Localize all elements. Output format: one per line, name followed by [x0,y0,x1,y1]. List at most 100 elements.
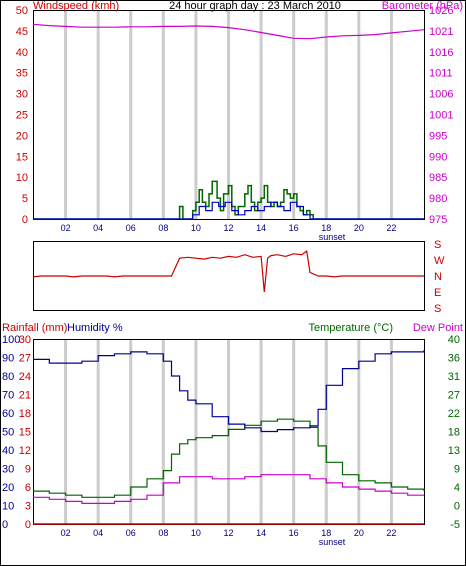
windspeed-tick: 5 [22,193,28,205]
humidity-tick: 70 [2,390,14,402]
top-x-tick: 20 [354,223,364,233]
top-x-tick: 02 [61,223,71,233]
bottom-x-tick: 22 [386,528,396,538]
temperature-tick-labels: -5 0 4 9 13 18 22 27 31 36 40 [448,334,460,531]
top-x-tick: 14 [256,223,266,233]
compass-tick: S [434,239,441,251]
bottom-x-tick: 18 [321,528,331,538]
barometer-tick: 1001 [429,110,453,122]
humidity-tick: 90 [2,353,14,365]
bottom-x-tick: 12 [223,528,233,538]
wind-direction-line [32,250,424,293]
chart-title: 24 hour graph day : 23 March 2010 [169,0,341,12]
windspeed-tick: 15 [16,151,28,163]
compass-tick: S [434,303,441,315]
bottom-x-tick: 14 [256,528,266,538]
top-panel-frame [33,10,425,220]
bottom-x-tick: 06 [126,528,136,538]
temperature-line [33,418,425,498]
top-x-tick: 08 [158,223,168,233]
humidity-tick: 40 [2,445,14,457]
windspeed-tick: 20 [16,130,28,142]
avg-wind-line [33,201,424,220]
humidity-tick: 10 [2,501,14,513]
barometer-axis-label: Barometer (hPa) [382,0,463,12]
humidity-tick: 0 [2,519,8,531]
windspeed-tick: 0 [22,214,28,226]
humidity-tick: 20 [2,482,14,494]
rainfall-tick: 15 [19,427,31,439]
bottom-x-tick: 04 [93,528,103,538]
temperature-tick: 0 [454,501,460,513]
barometer-tick: 1021 [429,26,453,38]
windspeed-tick: 30 [16,89,28,101]
barometer-tick: 990 [429,151,447,163]
humidity-tick: 60 [2,408,14,420]
rainfall-tick: 24 [19,371,31,383]
barometer-tick: 1011 [429,68,453,80]
humidity-axis-label: Humidity % [67,322,123,334]
rainfall-tick-labels: 0 3 6 9 12 15 18 21 24 27 30 [19,334,31,531]
barometer-tick: 1006 [429,89,453,101]
top-x-tick: 06 [126,223,136,233]
bottom-x-tick: 08 [158,528,168,538]
rainfall-axis-label: Rainfall (mm) [2,322,67,334]
top-x-tick: 04 [93,223,103,233]
rainfall-tick: 0 [25,519,31,531]
temperature-tick: 22 [448,408,460,420]
bottom-x-tick: 02 [61,528,71,538]
windspeed-tick: 40 [16,47,28,59]
top-x-tick: 10 [191,223,201,233]
compass-tick: E [434,287,441,299]
humidity-line [33,350,425,433]
rainfall-tick: 12 [19,445,31,457]
humidity-tick: 30 [2,464,14,476]
top-series-group [32,23,425,220]
gust-line [33,180,424,220]
temperature-tick: 13 [448,445,460,457]
barometer-tick: 995 [429,130,447,142]
temperature-axis-label: Temperature (°C) [309,322,393,334]
barometer-tick: 980 [429,193,447,205]
sunset-label-bottom: sunset [319,537,346,547]
top-x-tick: 16 [289,223,299,233]
bottom-x-tick-labels: 02 04 06 08 10 12 14 16 18 20 22 [61,528,397,538]
compass-tick: N [434,271,442,283]
humidity-tick: 50 [2,427,14,439]
direction-panel-frame [33,241,425,311]
temperature-tick: 31 [448,371,460,383]
direction-series-group [32,250,424,293]
temperature-tick: 18 [448,427,460,439]
temperature-tick: 36 [448,353,460,365]
top-x-tick: 18 [321,223,331,233]
humidity-tick: 80 [2,371,14,383]
windspeed-tick: 45 [16,26,28,38]
rainfall-tick: 3 [25,501,31,513]
top-x-tick: 22 [386,223,396,233]
temperature-tick: 27 [448,390,460,402]
temperature-tick: 4 [454,482,460,494]
bottom-series-group [33,350,425,525]
barometer-tick-labels: 975 980 985 990 995 1001 1006 1011 1016 1021 1026 [429,5,453,226]
temperature-tick: 40 [448,334,460,346]
windspeed-tick: 35 [16,68,28,80]
rainfall-tick: 9 [25,464,31,476]
barometer-tick: 1026 [429,5,453,17]
dewpoint-line [33,474,424,504]
top-x-tick: 12 [223,223,233,233]
barometer-tick: 985 [429,172,447,184]
rainfall-tick: 6 [25,482,31,494]
top-panel-grid [64,10,393,219]
rainfall-tick: 18 [19,408,31,420]
windspeed-axis-label: Windspeed (kmh) [33,0,119,12]
top-x-tick-labels: 02 04 06 08 10 12 14 16 18 20 22 [61,223,397,233]
rainfall-tick: 30 [19,334,31,346]
bottom-x-tick: 10 [191,528,201,538]
temperature-tick: 9 [454,464,460,476]
dewpoint-axis-label: Dew Point [413,322,463,334]
barometer-line [32,23,425,40]
